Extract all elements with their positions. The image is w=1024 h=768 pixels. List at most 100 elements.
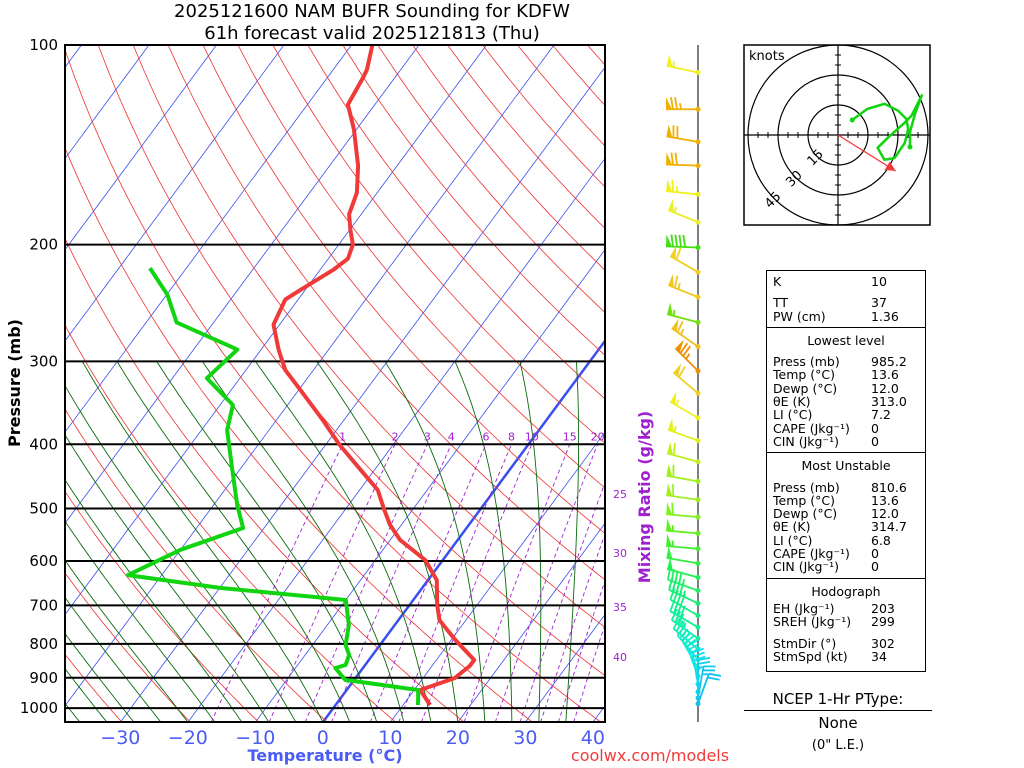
wind-barb-base [695,624,701,630]
stat-row: Dewp (°C) 12.0 [773,380,925,396]
wind-barb [672,363,701,396]
stat-label: CAPE (Jkg⁻¹) [773,420,850,436]
isotherm-line [65,45,352,433]
wind-barb-pennant [666,483,673,497]
hodograph-units-label: knots [749,49,785,64]
sounding-profiles [126,45,477,707]
dry-adiabat-line [342,45,605,356]
stat-row: StmSpd (kt) 34 [773,648,925,664]
wind-barb-feather [667,567,672,580]
wind-barb-feather [670,152,674,165]
wind-barb-base [695,244,701,250]
wind-barb-feather [708,672,722,677]
dry-adiabat-line [65,408,328,722]
title-line-2: 61h forecast valid 2025121813 (Thu) [204,23,539,44]
credit-link[interactable]: coolwx.com/models [571,746,729,765]
mixing-ratio-line [540,532,605,722]
wind-barb-half-feather [673,206,678,214]
wind-barb [666,518,701,536]
wind-barb-staff [666,452,699,463]
stat-row: LI (°C) 6.8 [773,532,925,548]
wind-barb-base [695,344,701,350]
wind-barb-staff [667,428,699,442]
wind-barb-base [695,459,701,465]
stat-label: Dewp (°C) [773,380,838,396]
stat-label: TT [773,295,789,311]
mixing-ratio-label: 2 [392,430,399,443]
wind-barb-base [695,368,701,374]
axis-ticks: 1 2 3 4 6 8 10 15 202530354010020030040050060070… [20,36,627,749]
wind-barb-pennant [666,534,673,547]
wind-barb-pennant [668,274,674,288]
stats-lowest-level: Lowest level Press (mb) 985.2 Temp (°C) 13.… [767,328,925,454]
stat-value: 0 [871,546,879,562]
wind-barb-feather [679,593,686,606]
stat-row: K 10 [773,274,925,289]
mixing-ratio-side-label: 30 [613,547,627,560]
wind-barb [666,546,701,566]
stat-value: 985.2 [871,354,907,370]
isotherm-line [65,45,487,616]
stat-label: Dewp (°C) [773,506,838,522]
wind-barb-pennant [670,391,677,405]
temperature-tick-label: 20 [446,727,470,749]
wind-barb-pennant [666,152,673,165]
wind-barb-pennant [671,318,679,332]
wind-barb-feather [672,589,679,602]
isotherm-line [255,249,605,722]
mixing-ratio-label: 3 [424,430,431,443]
wind-barb [666,502,701,520]
dry-adiabat-line [132,45,605,628]
pressure-lines [65,44,605,710]
wind-barb [666,97,701,112]
stat-value: 34 [871,648,887,664]
stat-value: 0 [871,559,879,575]
moist-adiabat-line [116,361,351,722]
hodograph-end-dot [907,144,913,150]
storm-motion-arrowhead [884,161,896,172]
wind-barb-base [695,600,701,606]
pressure-tick-label: 200 [29,236,58,254]
wind-barb-base [695,546,701,552]
stat-row: EH (Jkg⁻¹) 203 [773,602,925,616]
isotherm-line [120,66,605,722]
ptype-snow: (0" L.E.) [811,738,865,753]
stat-label: LI (°C) [773,532,813,548]
dry-adiabat-line [65,48,602,722]
wind-barb-feather [678,234,682,248]
stat-row: CAPE (Jkg⁻¹) 0 [773,546,925,562]
stat-value: 299 [871,614,895,630]
wind-barb-feather [673,275,679,288]
dry-adiabat-line [65,490,260,722]
stat-row: SREH (Jkg⁻¹) 299 [773,614,925,630]
wind-barb-feather [681,631,692,642]
wind-barb [666,483,701,503]
wind-barb-feather [707,676,720,681]
stat-value: 10 [871,274,887,289]
wind-barb-feather [671,502,674,515]
wind-barb-pennant [666,54,673,68]
wind-barb [667,199,701,225]
stat-row: LI (°C) 7.2 [773,408,925,422]
wind-barb-pennant [668,199,674,213]
wind-barb-feather [674,611,682,623]
mixing-ratio-label: 8 [508,430,515,443]
wind-barb-base [695,613,701,619]
wind-barb-base [695,139,701,145]
temperature-profile [271,45,477,707]
isotherm-line [65,45,420,525]
stat-value: 810.6 [871,479,907,495]
wind-barb-staff [691,652,699,685]
wind-barb-base [695,390,701,396]
pressure-tick-label: 400 [29,435,58,453]
hodograph-start-dot [849,117,855,123]
wind-barb-base [695,191,701,197]
mixing-ratio-line [421,444,533,722]
hodograph-ring [777,74,899,196]
wind-barb-feather [670,234,674,247]
wind-barb-feather [689,646,701,655]
wind-barb-feather [676,603,683,616]
wind-barb-half-feather [672,309,676,317]
wind-barb-base [695,163,701,169]
